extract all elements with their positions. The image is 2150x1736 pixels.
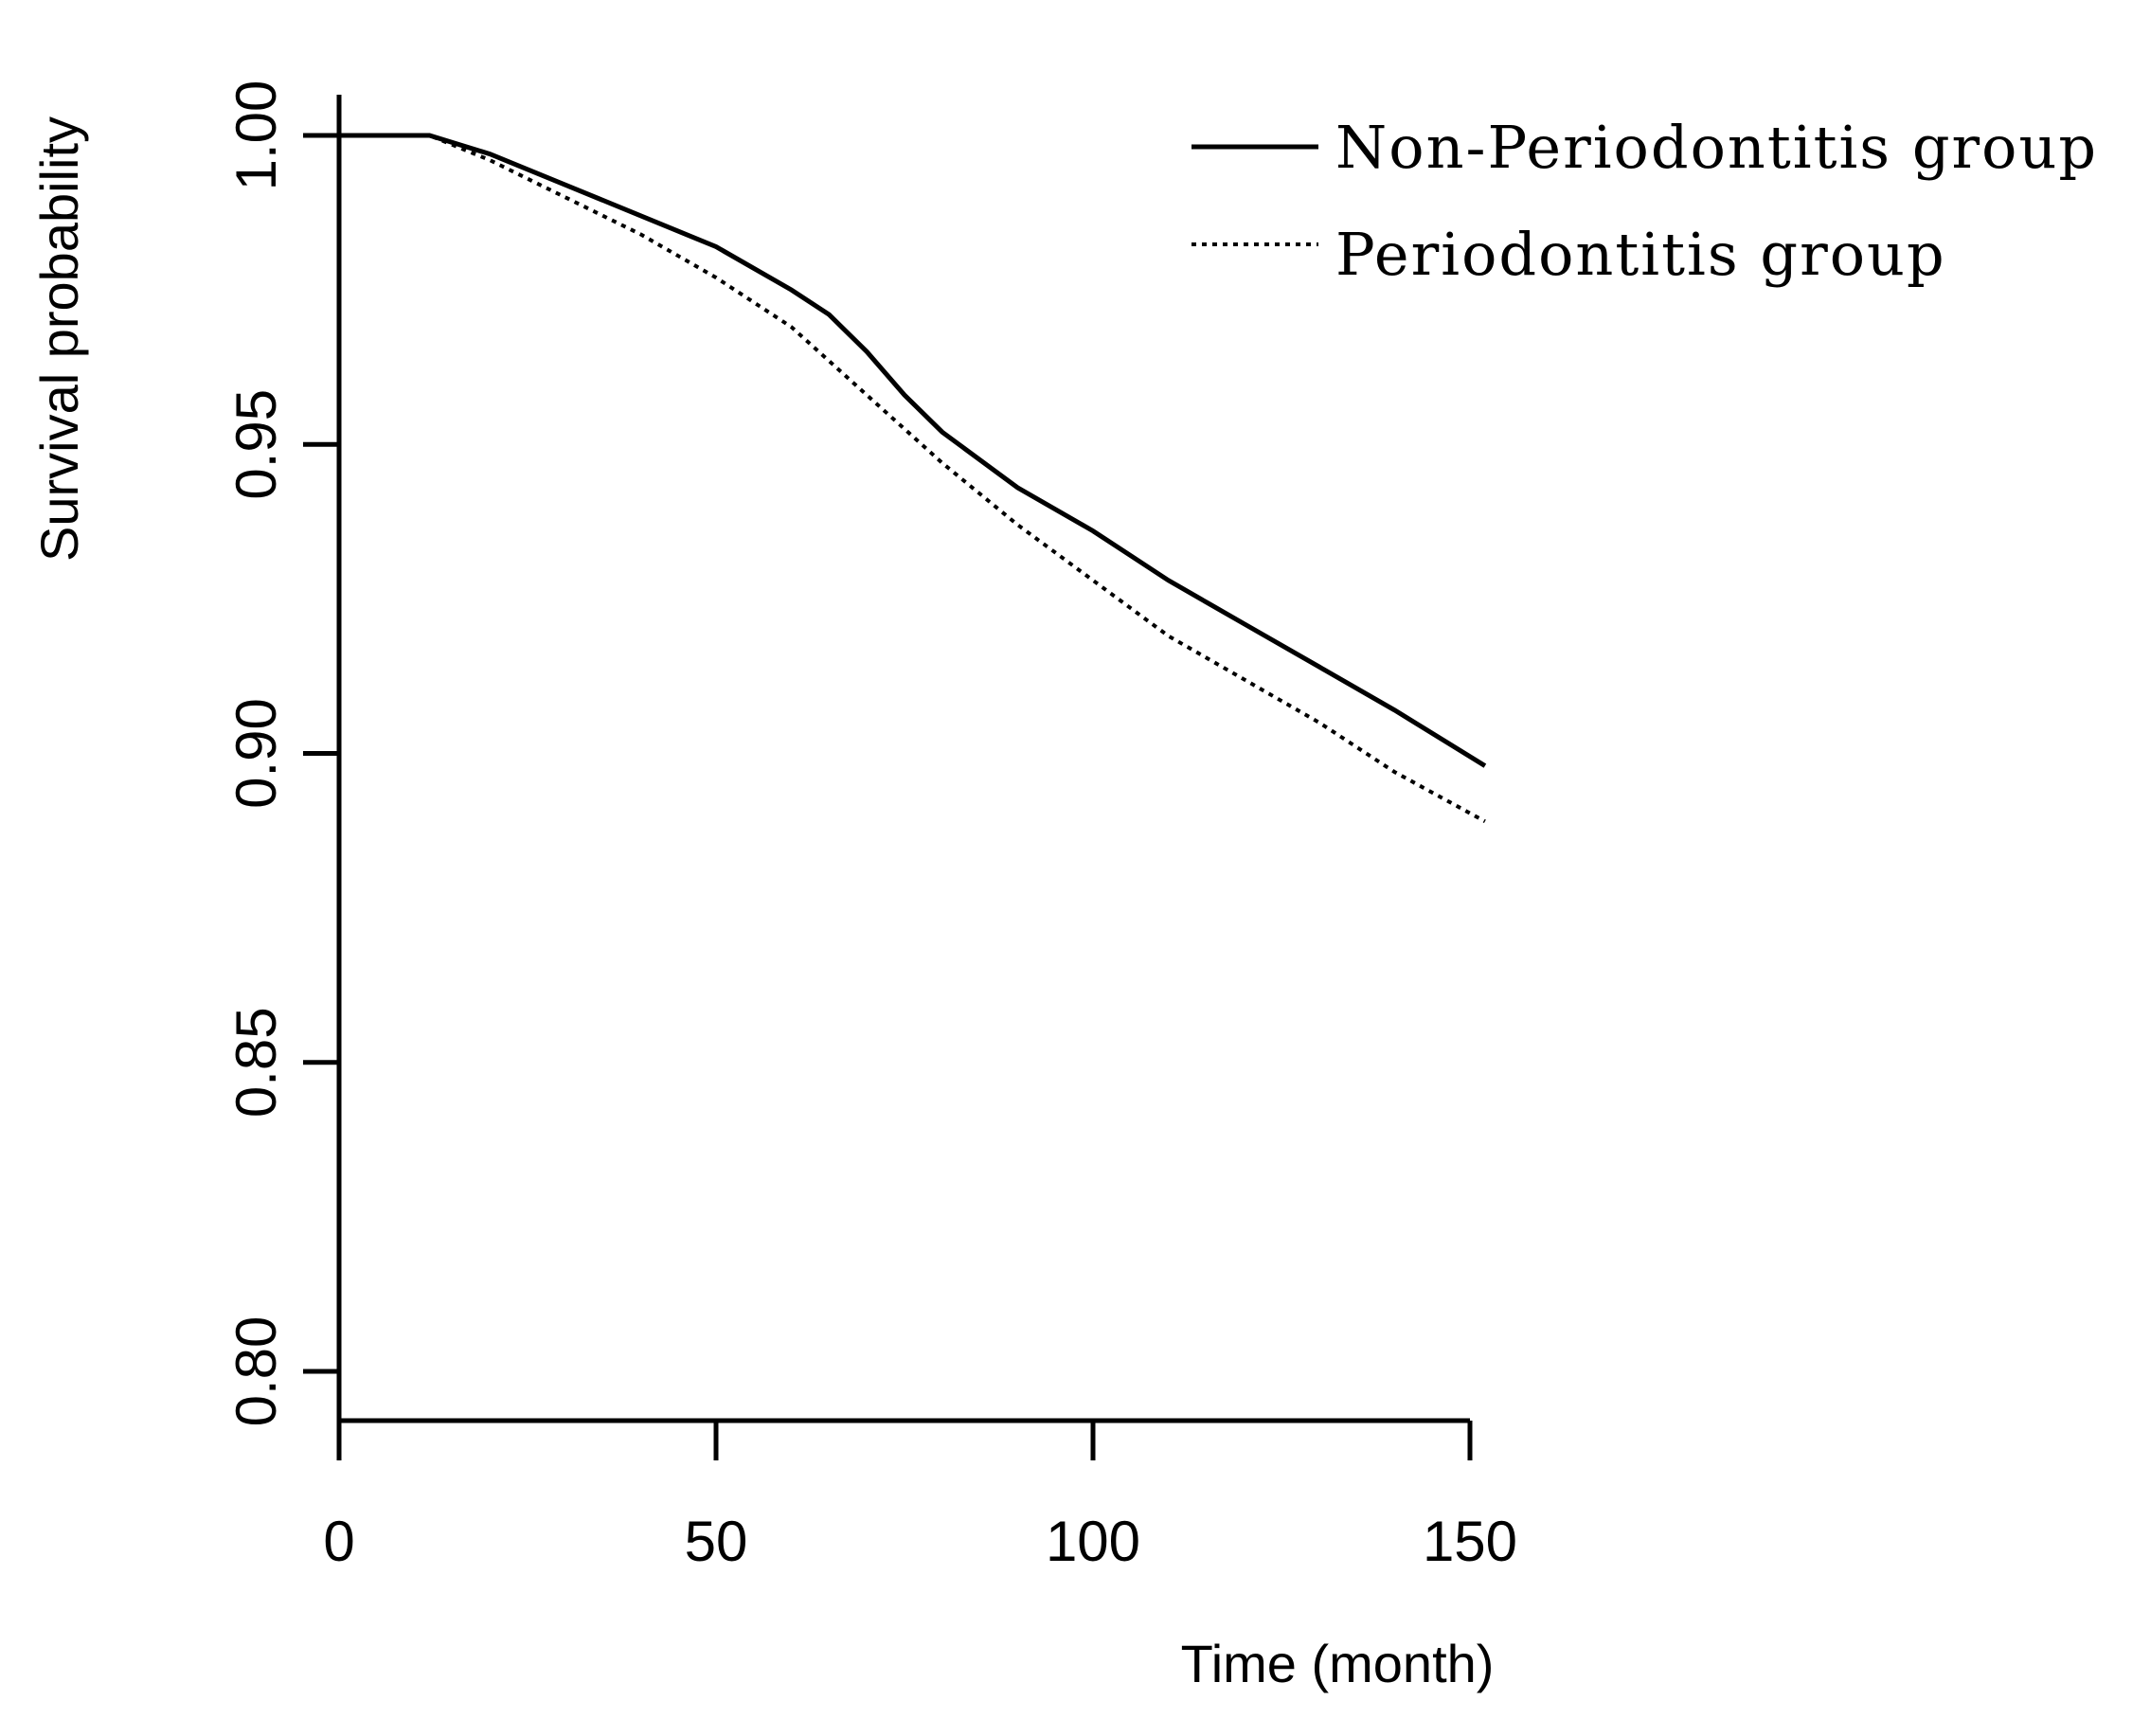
y-axis: 0.80 0.85 0.90 0.95 1.00	[224, 81, 342, 1427]
legend: Non-Periodontitis group Periodontitis gro…	[1191, 113, 2098, 289]
legend-label: Non-Periodontitis group	[1335, 113, 2098, 182]
x-tick-label: 50	[685, 1510, 748, 1573]
x-axis: 0 50 100 150	[323, 1418, 1517, 1573]
x-tick-label: 100	[1046, 1510, 1140, 1573]
y-tick-label: 0.85	[224, 1007, 288, 1118]
y-tick-label: 0.95	[224, 389, 288, 500]
series-non-periodontitis-line	[339, 133, 1487, 768]
x-tick-label: 150	[1423, 1510, 1517, 1573]
y-tick-label: 0.80	[224, 1316, 288, 1427]
y-axis-label: Survival probability	[29, 116, 89, 562]
plot-series	[339, 133, 1487, 824]
y-tick-label: 0.90	[224, 698, 288, 809]
x-axis-label: Time (month)	[1181, 1634, 1495, 1693]
legend-label: Periodontitis group	[1335, 220, 1946, 289]
x-tick-label: 0	[323, 1510, 354, 1573]
y-tick-label: 1.00	[224, 81, 288, 191]
series-periodontitis-line	[339, 134, 1486, 824]
